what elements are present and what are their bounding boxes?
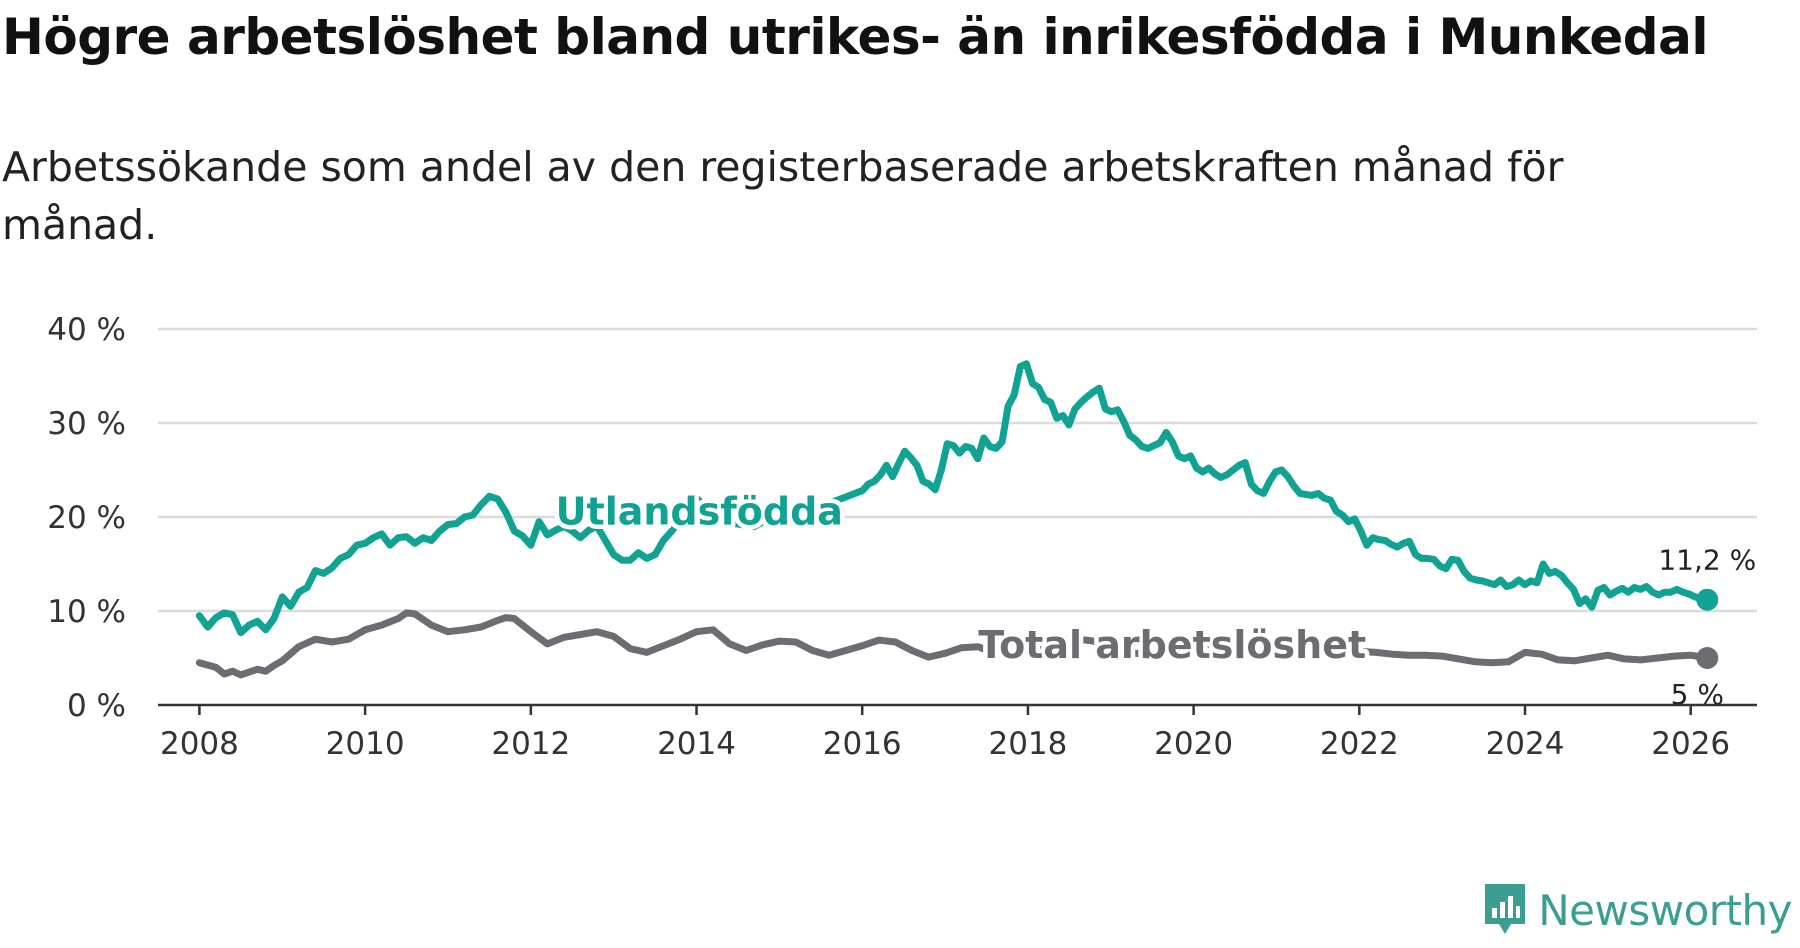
x-tick-label: 2020 <box>1154 726 1233 762</box>
series-name-label: Utlandsfödda <box>556 489 843 533</box>
y-tick-label: 30 % <box>47 406 126 442</box>
series-lines <box>195 360 1719 679</box>
series-end-marker <box>1696 588 1719 611</box>
series-line-total <box>195 609 1711 679</box>
y-tick-label: 40 % <box>47 312 126 348</box>
chart-subtitle: Arbetssökande som andel av den registerb… <box>2 143 1564 249</box>
series-name-label: Total arbetslöshet <box>978 623 1366 667</box>
gridlines <box>158 327 1757 613</box>
newsworthy-logo-icon <box>1485 884 1526 934</box>
x-tick-label: 2008 <box>160 726 239 762</box>
x-tick-label: 2016 <box>823 726 902 762</box>
brand-name: Newsworthy <box>1538 885 1792 935</box>
x-tick-label: 2014 <box>657 726 736 762</box>
y-tick-label: 20 % <box>47 500 126 536</box>
x-tick-label: 2010 <box>326 726 405 762</box>
x-tick-label: 2026 <box>1651 726 1730 762</box>
y-tick-label: 0 % <box>67 688 126 724</box>
chart-title: Högre arbetslöshet bland utrikes- än inr… <box>2 8 1708 66</box>
x-tick-label: 2024 <box>1486 726 1565 762</box>
brand: Newsworthy <box>1482 882 1792 938</box>
series-end-marker <box>1696 647 1719 669</box>
x-tick-label: 2022 <box>1320 726 1399 762</box>
series-line-utlandsfodda <box>195 360 1711 637</box>
series-labels: Utlandsfödda 11,2 % Total arbetslöshet 5 % <box>551 485 1756 711</box>
x-tick-label: 2018 <box>988 726 1067 762</box>
series-end-value-label: 5 % <box>1671 678 1724 711</box>
series-end-value-label: 11,2 % <box>1658 544 1756 577</box>
axes: 0 % 10 % 20 % 30 % 40 % 2008 2010 2012 2014 2016 2… <box>47 312 1757 762</box>
y-tick-label: 10 % <box>47 594 126 630</box>
x-tick-label: 2012 <box>491 726 570 762</box>
